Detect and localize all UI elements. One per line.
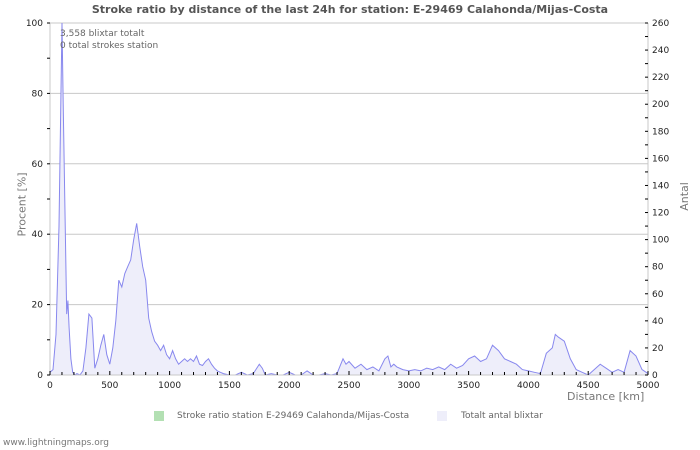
svg-text:4000: 4000: [517, 381, 540, 391]
total-strikes-area: [50, 23, 648, 375]
svg-text:180: 180: [652, 127, 669, 137]
total-strikes-line: [49, 22, 649, 376]
svg-text:40: 40: [652, 317, 664, 327]
svg-text:0: 0: [47, 381, 53, 391]
svg-text:20: 20: [652, 344, 664, 354]
svg-text:3000: 3000: [397, 381, 420, 391]
svg-text:1500: 1500: [218, 381, 241, 391]
svg-text:200: 200: [652, 100, 669, 110]
svg-text:20: 20: [32, 301, 44, 311]
legend-swatch-total: [437, 411, 447, 421]
svg-text:60: 60: [652, 290, 664, 300]
svg-text:500: 500: [101, 381, 118, 391]
y-axis-right-label: Antal: [677, 182, 691, 211]
svg-text:120: 120: [652, 209, 669, 219]
svg-text:2000: 2000: [278, 381, 301, 391]
x-axis-label: Distance [km]: [567, 390, 645, 403]
svg-text:0: 0: [652, 371, 658, 381]
svg-text:260: 260: [652, 19, 669, 29]
svg-text:60: 60: [32, 160, 44, 170]
svg-text:140: 140: [652, 181, 669, 191]
svg-text:0: 0: [37, 371, 43, 381]
chart-title: Stroke ratio by distance of the last 24h…: [91, 3, 609, 16]
svg-text:1000: 1000: [158, 381, 181, 391]
svg-text:80: 80: [652, 263, 664, 273]
total-strikes-annotation: 3,558 blixtar totalt: [60, 29, 145, 39]
svg-text:160: 160: [652, 154, 669, 164]
legend-label-total: Totalt antal blixtar: [461, 411, 543, 421]
footer-credit: www.lightningmaps.org: [3, 438, 109, 448]
svg-text:2500: 2500: [338, 381, 361, 391]
svg-text:100: 100: [652, 236, 669, 246]
svg-text:80: 80: [32, 89, 44, 99]
y-axis-left-label: Procent [%]: [15, 172, 29, 237]
svg-text:100: 100: [26, 19, 43, 29]
svg-text:40: 40: [32, 230, 44, 240]
svg-text:5000: 5000: [637, 381, 660, 391]
svg-text:3500: 3500: [457, 381, 480, 391]
legend-label-ratio: Stroke ratio station E-29469 Calahonda/M…: [177, 411, 410, 421]
svg-text:240: 240: [652, 46, 669, 56]
station-strokes-annotation: 0 total strokes station: [60, 41, 159, 51]
svg-text:4500: 4500: [577, 381, 600, 391]
svg-text:220: 220: [652, 73, 669, 83]
legend-swatch-ratio: [154, 411, 164, 421]
